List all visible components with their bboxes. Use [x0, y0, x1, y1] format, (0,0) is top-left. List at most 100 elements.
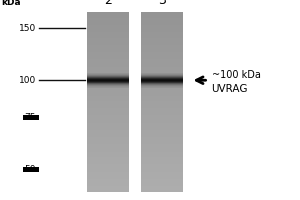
- Bar: [87, 57, 129, 59]
- Bar: [87, 16, 129, 18]
- Bar: [87, 159, 129, 161]
- Bar: [87, 99, 129, 101]
- Bar: [87, 135, 129, 137]
- Bar: [87, 163, 129, 164]
- Bar: [141, 170, 183, 172]
- Bar: [141, 155, 183, 157]
- Bar: [141, 52, 183, 54]
- Bar: [87, 19, 129, 21]
- Bar: [141, 161, 183, 163]
- Bar: [141, 186, 183, 188]
- Bar: [141, 188, 183, 190]
- Bar: [141, 97, 183, 99]
- Bar: [141, 48, 183, 50]
- Bar: [87, 128, 129, 130]
- Bar: [141, 25, 183, 27]
- Bar: [141, 177, 183, 179]
- Bar: [141, 159, 183, 161]
- Bar: [141, 12, 183, 14]
- Bar: [87, 101, 129, 103]
- Bar: [87, 81, 129, 83]
- Bar: [141, 119, 183, 121]
- Bar: [87, 28, 129, 30]
- Bar: [87, 39, 129, 41]
- Bar: [141, 32, 183, 34]
- Bar: [87, 23, 129, 25]
- Bar: [87, 65, 129, 67]
- Bar: [141, 19, 183, 21]
- Bar: [141, 96, 183, 97]
- Bar: [141, 117, 183, 119]
- Bar: [87, 172, 129, 173]
- Bar: [141, 125, 183, 126]
- Bar: [141, 38, 183, 39]
- Bar: [141, 164, 183, 166]
- Bar: [141, 57, 183, 59]
- Bar: [141, 132, 183, 134]
- Bar: [87, 130, 129, 132]
- Bar: [87, 141, 129, 143]
- Bar: [141, 141, 183, 143]
- Bar: [87, 161, 129, 163]
- Bar: [87, 157, 129, 159]
- Bar: [141, 72, 183, 74]
- Bar: [141, 18, 183, 19]
- Bar: [87, 148, 129, 150]
- Bar: [141, 67, 183, 68]
- Bar: [87, 155, 129, 157]
- Bar: [141, 181, 183, 182]
- Bar: [141, 108, 183, 110]
- Bar: [141, 135, 183, 137]
- Bar: [87, 63, 129, 65]
- Bar: [87, 146, 129, 148]
- Bar: [87, 177, 129, 179]
- Bar: [141, 157, 183, 159]
- Bar: [141, 70, 183, 72]
- Bar: [87, 166, 129, 168]
- Bar: [141, 150, 183, 152]
- Bar: [141, 36, 183, 38]
- Bar: [141, 79, 183, 81]
- Bar: [87, 175, 129, 177]
- Bar: [87, 139, 129, 141]
- Bar: [141, 128, 183, 130]
- Bar: [87, 112, 129, 114]
- Bar: [87, 59, 129, 61]
- Bar: [141, 99, 183, 101]
- Bar: [87, 32, 129, 34]
- Bar: [87, 125, 129, 126]
- Bar: [141, 139, 183, 141]
- Bar: [141, 28, 183, 30]
- Bar: [87, 188, 129, 190]
- Bar: [141, 30, 183, 32]
- Bar: [87, 52, 129, 54]
- Bar: [87, 45, 129, 47]
- Bar: [87, 94, 129, 96]
- Bar: [141, 126, 183, 128]
- Bar: [87, 106, 129, 108]
- Text: 3: 3: [158, 0, 166, 7]
- Bar: [22, 167, 39, 172]
- Bar: [87, 83, 129, 85]
- Bar: [141, 16, 183, 18]
- Bar: [141, 23, 183, 25]
- Bar: [87, 18, 129, 19]
- Text: 2: 2: [104, 0, 112, 7]
- Bar: [87, 21, 129, 23]
- Bar: [141, 115, 183, 117]
- Bar: [141, 61, 183, 63]
- Bar: [141, 76, 183, 77]
- Bar: [141, 123, 183, 125]
- Bar: [141, 63, 183, 65]
- Bar: [87, 97, 129, 99]
- Bar: [141, 172, 183, 173]
- Bar: [87, 34, 129, 36]
- Bar: [87, 70, 129, 72]
- Bar: [87, 61, 129, 63]
- Bar: [141, 148, 183, 150]
- Bar: [87, 150, 129, 152]
- Bar: [87, 96, 129, 97]
- Bar: [141, 68, 183, 70]
- Bar: [141, 110, 183, 112]
- Bar: [141, 94, 183, 96]
